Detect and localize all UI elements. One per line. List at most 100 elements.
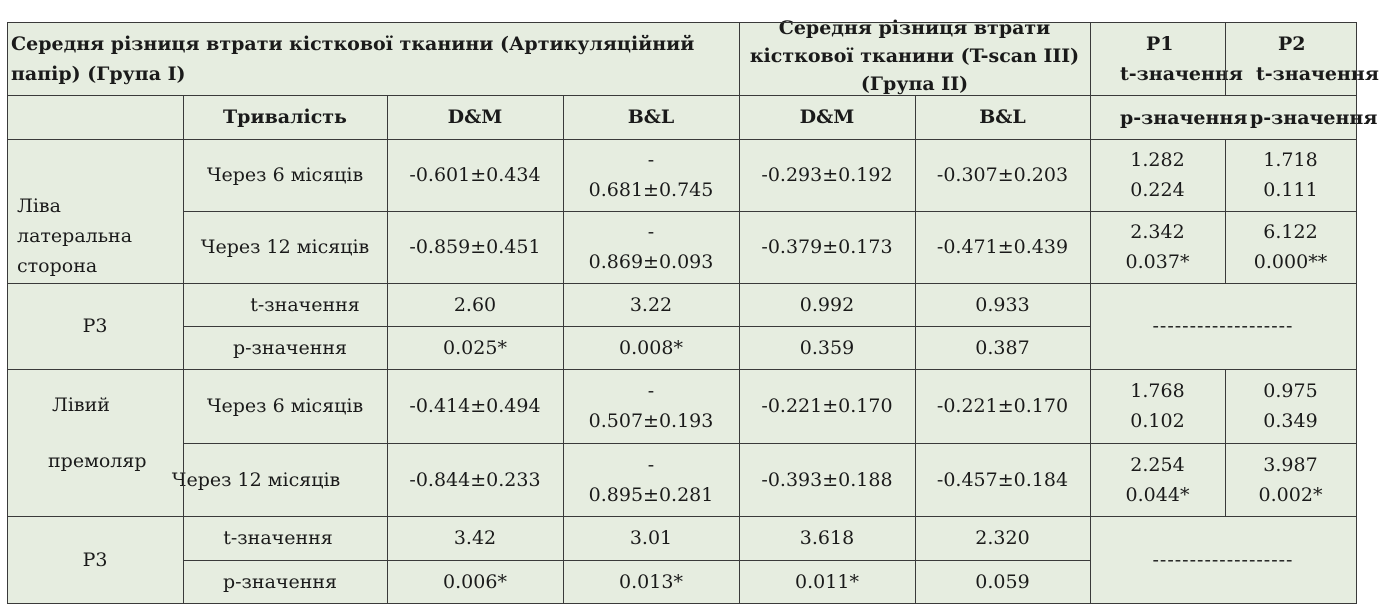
section1-label-cell: Ліва латеральна сторона <box>7 139 183 283</box>
s2-r2-p1-t: 2.254 <box>1130 453 1185 476</box>
grid-line <box>183 560 1090 561</box>
s1-r2-p1: 2.342 0.037* <box>1090 211 1225 283</box>
s1-p3-t-dm1-text: 2.60 <box>453 293 497 316</box>
s1-p3-t-dm2: 0.992 <box>739 283 915 326</box>
s2-r2-bl2: -0.457±0.184 <box>915 443 1090 516</box>
grid-line <box>7 95 1357 96</box>
s2-r1-bl1: - 0.507±0.193 <box>563 369 739 443</box>
s1-r2-dm1: -0.859±0.451 <box>387 211 563 283</box>
s1-r1-p1: 1.282 0.224 <box>1090 139 1225 211</box>
s1-r1-dm2: -0.293±0.192 <box>739 139 915 211</box>
s2-r2-dm1: -0.844±0.233 <box>387 443 563 516</box>
s2-r1-p1-p: 0.102 <box>1130 410 1185 432</box>
s2-p3-t-label: t-значення <box>183 516 387 560</box>
s1-r2-dm1-text: -0.859±0.451 <box>409 236 541 258</box>
section1-label-line2: латеральна <box>17 225 133 247</box>
s2-p3-t-bl2: 2.320 <box>915 516 1090 560</box>
s1-p3-p-bl1-text: 0.008* <box>619 336 683 359</box>
p2-header-cell <box>1225 22 1356 95</box>
s1-p3-t-bl2-text: 0.933 <box>975 293 1030 316</box>
s2-p3-label: P3 <box>82 548 108 571</box>
p2-label: P2 <box>1278 33 1306 55</box>
s1-r2-p2-t: 6.122 <box>1263 221 1318 243</box>
s1-r1-bl2-text: -0.307±0.203 <box>936 164 1069 186</box>
p1-p-label: p-значення <box>1120 107 1248 129</box>
s2-r2-duration: Через 12 місяців <box>172 443 387 516</box>
s1-p3-t-bl2: 0.933 <box>915 283 1090 326</box>
s1-r1-p1-p: 0.224 <box>1130 179 1185 201</box>
s2-p3-p-dm1: 0.006* <box>387 560 563 603</box>
s1-r2-bl1-sign: - <box>647 221 655 243</box>
s2-p3-t-bl2-text: 2.320 <box>975 527 1030 549</box>
grid-line <box>7 283 1357 284</box>
s2-r2-dm1-text: -0.844±0.233 <box>409 468 541 491</box>
s2-r2-bl2-text: -0.457±0.184 <box>936 468 1069 491</box>
grid-line <box>739 22 740 604</box>
duration-header-text: Тривалість <box>223 106 347 128</box>
s1-r1-bl1-value: 0.681±0.745 <box>588 179 714 201</box>
s2-p3-t-dm1-text: 3.42 <box>453 527 497 549</box>
s2-r1-p2: 0.975 0.349 <box>1225 369 1356 443</box>
s2-p3-t-bl1: 3.01 <box>563 516 739 560</box>
grid-line <box>183 211 1357 212</box>
s1-r1-p2-p: 0.111 <box>1263 179 1318 201</box>
s1-r2-duration-text: Через 12 місяців <box>200 236 370 258</box>
s1-p3-p-label: p-значення <box>183 326 387 369</box>
s2-p3-p-bl2-text: 0.059 <box>975 570 1030 593</box>
s1-r1-p2-t: 1.718 <box>1263 149 1318 171</box>
s1-r2-p2: 6.122 0.000** <box>1225 211 1356 283</box>
s1-p3-label-cell: P3 <box>7 283 183 369</box>
s2-r2-duration-text: Через 12 місяців <box>171 468 341 491</box>
s2-p3-t-label-text: t-значення <box>223 527 333 549</box>
s2-r1-p1-t: 1.768 <box>1130 380 1185 402</box>
s2-p3-t-dm2-text: 3.618 <box>799 527 855 549</box>
grid-line <box>1356 22 1357 604</box>
s2-p3-dash-cell: ------------------- <box>1090 516 1356 603</box>
group1-title-line1: Середня різниця втрати кісткової тканини… <box>11 32 695 55</box>
s1-p3-t-dm1: 2.60 <box>387 283 563 326</box>
s2-r2-p1-p: 0.044* <box>1125 483 1190 506</box>
s1-p3-p-bl2: 0.387 <box>915 326 1090 369</box>
s2-p3-p-dm2-text: 0.011* <box>795 570 859 593</box>
s1-r1-p1-t: 1.282 <box>1130 149 1185 171</box>
group1-title-line2: папір) (Група I) <box>11 62 186 85</box>
s1-p3-t-label-text: t-значення <box>250 293 360 316</box>
s1-r2-bl1: - 0.869±0.093 <box>563 211 739 283</box>
s1-p3-p-dm2: 0.359 <box>739 326 915 369</box>
s1-p3-p-dm1: 0.025* <box>387 326 563 369</box>
s2-p3-p-dm2: 0.011* <box>739 560 915 603</box>
grid-line <box>1225 369 1226 516</box>
s1-r1-bl1: - 0.681±0.745 <box>563 139 739 211</box>
s1-p3-dash-cell: ------------------- <box>1090 283 1356 369</box>
s1-r1-duration: Через 6 місяців <box>183 139 387 211</box>
s2-r1-dm2-text: -0.221±0.170 <box>761 395 893 417</box>
grid-line <box>7 369 1357 370</box>
s1-r1-bl2: -0.307±0.203 <box>915 139 1090 211</box>
grid-line <box>183 326 1090 327</box>
s2-r1-bl1-sign: - <box>647 380 655 402</box>
s2-r2-dm2: -0.393±0.188 <box>739 443 915 516</box>
p-values-header-cell <box>1090 95 1356 139</box>
subheader-empty-cell <box>7 95 183 139</box>
s2-p3-t-bl1-text: 3.01 <box>629 527 673 549</box>
s2-r1-duration-text: Через 6 місяців <box>206 395 364 417</box>
bl2-header-text: B&L <box>979 106 1026 128</box>
s2-r2-p2-p: 0.002* <box>1258 483 1323 506</box>
s1-p3-p-dm1-text: 0.025* <box>443 336 507 359</box>
grid-line <box>183 95 184 604</box>
grid-line <box>563 95 564 604</box>
dm2-header: D&M <box>739 95 915 139</box>
duration-header: Тривалість <box>183 95 387 139</box>
s2-r2-bl1-sign: - <box>647 453 655 476</box>
bl2-header: B&L <box>915 95 1090 139</box>
grid-line <box>1225 22 1226 95</box>
s2-r1-bl1-value: 0.507±0.193 <box>588 410 714 432</box>
s2-p3-t-dm1: 3.42 <box>387 516 563 560</box>
s1-r1-dm2-text: -0.293±0.192 <box>761 164 893 186</box>
s1-p3-p-label-text: p-значення <box>232 336 348 359</box>
s2-r1-p1: 1.768 0.102 <box>1090 369 1225 443</box>
s2-p3-t-dm2: 3.618 <box>739 516 915 560</box>
s2-r2-dm2-text: -0.393±0.188 <box>761 468 893 491</box>
section1-label-line1: Ліва <box>17 195 61 217</box>
